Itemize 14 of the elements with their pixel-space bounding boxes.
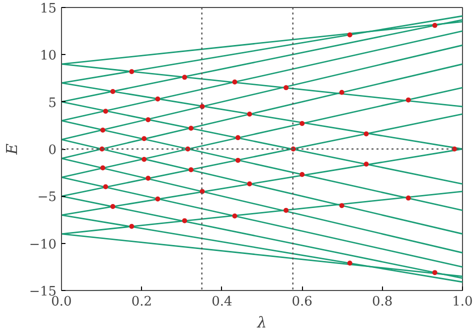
x-tick-label: 1.0	[452, 294, 473, 310]
x-tick-label: 0.2	[131, 294, 152, 310]
x-axis-title: λ	[256, 314, 267, 332]
y-tick-label: 10	[40, 48, 57, 64]
x-tick-label: 0.0	[51, 294, 72, 310]
x-tick-label: 0.8	[372, 294, 393, 310]
y-tick-label: 0	[48, 143, 57, 158]
y-tick-label: −5	[37, 190, 57, 206]
y-tick-label: 15	[40, 2, 57, 16]
x-tick-label: 0.6	[292, 294, 312, 310]
x-tick-label: 0.4	[212, 294, 232, 310]
y-tick-label: −10	[29, 237, 57, 252]
y-axis-title: E	[3, 143, 22, 156]
y-tick-label: 5	[48, 96, 57, 111]
